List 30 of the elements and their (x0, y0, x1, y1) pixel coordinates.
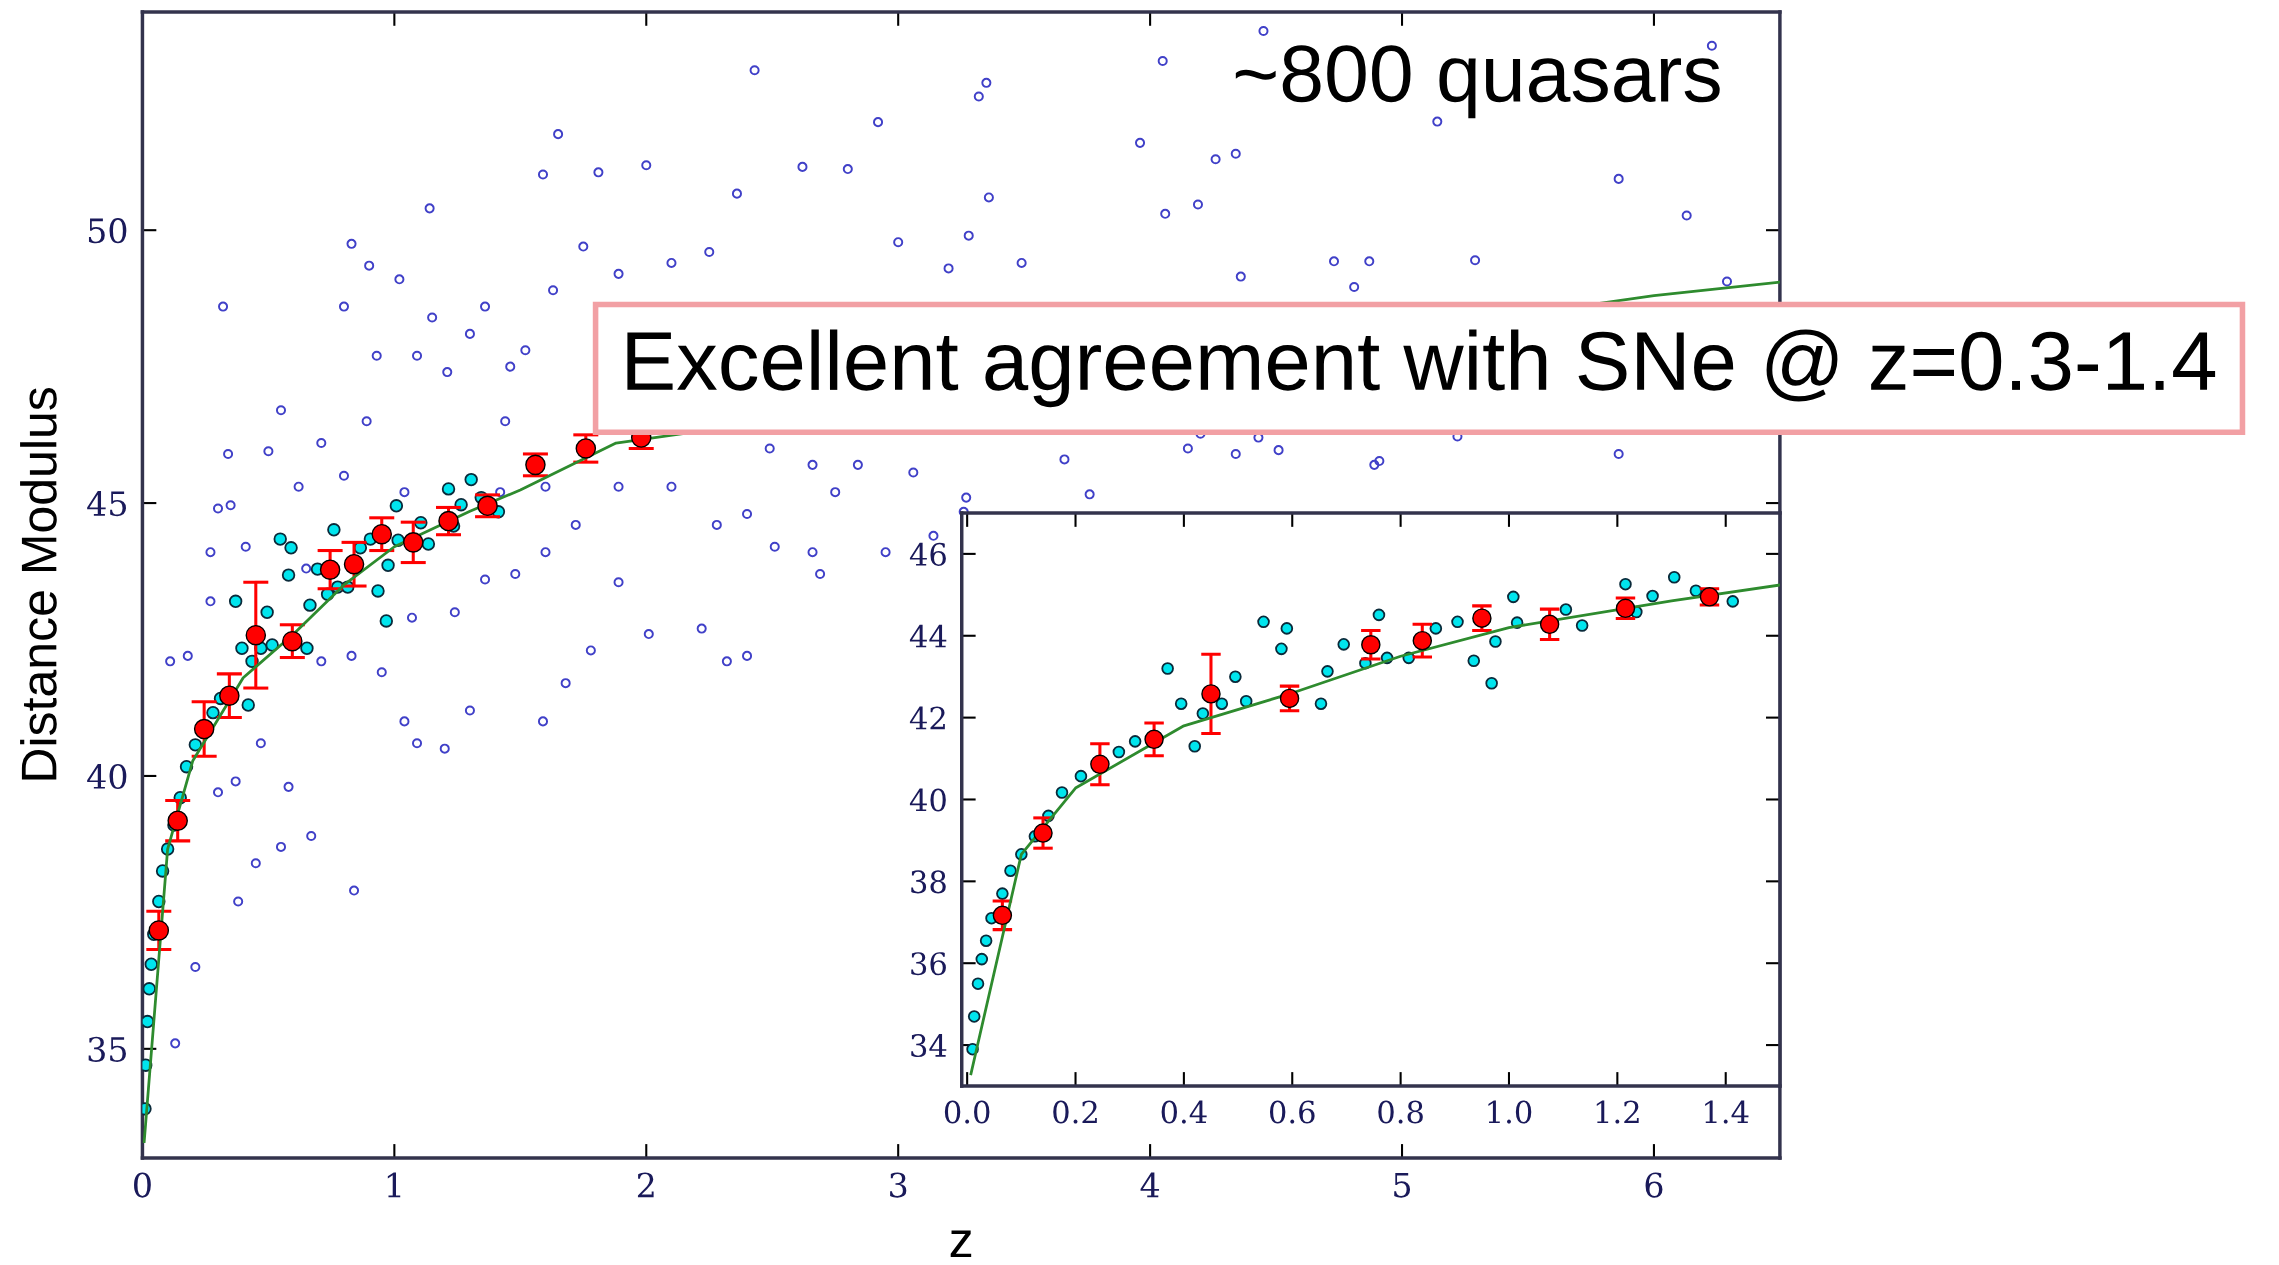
annotation: ~800 quasars (1235, 45, 1720, 119)
y-tick-label: 46 (909, 542, 946, 566)
y-tick-label: 45 (87, 491, 126, 517)
x-tick-label: 0.6 (1269, 1100, 1315, 1124)
x-tick-label: 0.4 (1161, 1100, 1207, 1124)
x-tick-label: 1.4 (1705, 1100, 1749, 1124)
x-tick-label: 0.2 (1053, 1100, 1097, 1124)
x-tick-label: 4 (1140, 1172, 1160, 1198)
y-tick-label: 40 (909, 788, 946, 812)
x-tick-label: 0.8 (1378, 1100, 1423, 1124)
y-axis-title: Distance Modulus (20, 388, 57, 780)
x-tick-label: 1 (387, 1172, 401, 1198)
x-tick-label: 5 (1394, 1172, 1411, 1198)
y-tick-label: 38 (911, 870, 946, 894)
annotation: Excellent agreement with SNe @ z=0.3-1.4 (627, 329, 2216, 408)
x-tick-label: 0 (134, 1172, 151, 1198)
x-tick-label: 6 (1645, 1172, 1663, 1198)
y-tick-label: 34 (911, 1034, 947, 1058)
y-tick-label: 42 (909, 706, 945, 730)
x-axis-title: z (950, 1230, 972, 1258)
y-tick-label: 35 (88, 1036, 126, 1062)
y-tick-label: 44 (909, 624, 947, 648)
x-tick-label: 1.0 (1488, 1100, 1532, 1124)
x-tick-label: 2 (637, 1172, 654, 1198)
x-tick-label: 3 (890, 1172, 907, 1198)
y-tick-label: 50 (88, 218, 127, 244)
y-tick-label: 36 (911, 952, 946, 976)
x-tick-label: 1.2 (1596, 1100, 1639, 1124)
x-tick-label: 0.0 (944, 1100, 990, 1124)
y-tick-label: 40 (87, 763, 127, 790)
